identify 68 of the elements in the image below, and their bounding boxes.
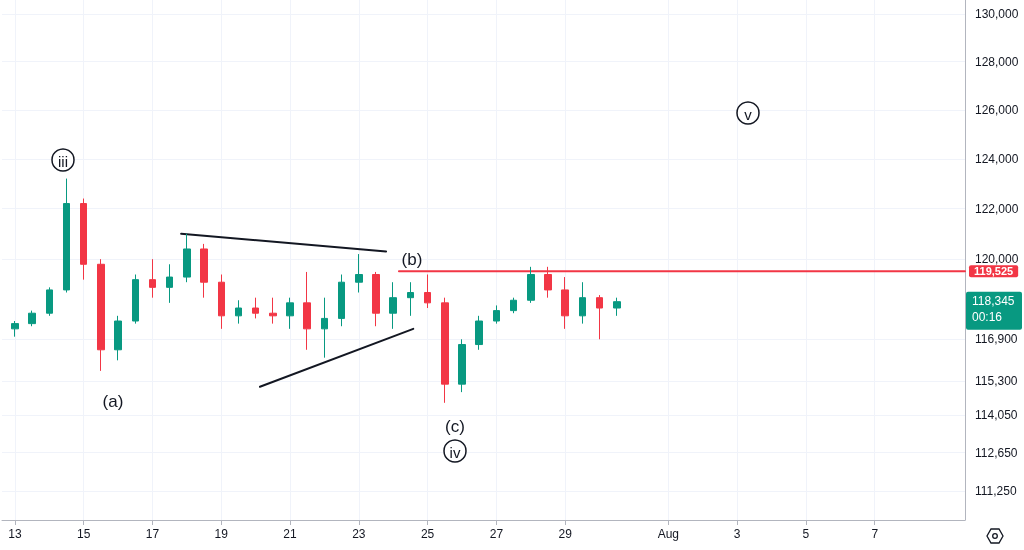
candlestick — [80, 198, 87, 281]
candlestick — [613, 297, 621, 317]
candlestick — [441, 297, 449, 404]
candlestick — [596, 294, 603, 340]
candlestick — [97, 258, 105, 372]
candlestick — [527, 266, 535, 304]
candlestick — [183, 233, 191, 283]
y-tick-label: 128,000 — [975, 54, 1019, 69]
x-tick-label: 3 — [733, 527, 741, 541]
x-tick-label: 15 — [77, 527, 91, 541]
y-tick-label: 114,050 — [975, 407, 1018, 422]
candlestick — [372, 271, 380, 327]
y-tick-label: 115,300 — [975, 374, 1018, 389]
candlestick — [46, 286, 53, 317]
annotation: (c) — [445, 416, 465, 436]
x-tick-label: 7 — [871, 527, 879, 541]
candlestick — [579, 281, 586, 325]
candlestick — [458, 338, 466, 393]
x-tick-label: 5 — [802, 527, 810, 541]
y-tick-label: 116,900 — [975, 332, 1018, 347]
candlestick — [63, 178, 70, 294]
annotation: (b) — [401, 249, 423, 269]
y-tick-label: 120,000 — [975, 252, 1019, 267]
y-tick-label: 126,000 — [975, 102, 1019, 117]
data-label: 119,525 — [974, 265, 1014, 278]
candlestick — [493, 304, 500, 325]
candlestick — [389, 281, 397, 330]
y-tick-label: 130,000 — [975, 7, 1019, 22]
candlestick — [11, 320, 19, 338]
y-tick-label: 111,250 — [975, 483, 1017, 498]
candlestick — [338, 274, 345, 327]
candlestick — [561, 276, 569, 330]
candlestick — [355, 253, 363, 294]
text: 00:16 — [972, 309, 1003, 324]
annotation: v — [744, 105, 753, 123]
candlestick — [166, 263, 173, 304]
x-tick-label: 27 — [489, 527, 504, 541]
candlestick — [475, 315, 483, 351]
candlestick — [510, 297, 517, 314]
x-tick-label: 21 — [283, 527, 298, 541]
candlestick — [407, 281, 414, 317]
candlestick — [149, 258, 156, 299]
x-tick-label: 19 — [214, 527, 229, 541]
x-tick-label: 23 — [352, 527, 366, 541]
y-tick-label: 122,000 — [975, 201, 1019, 216]
x-tick-label: 13 — [8, 527, 22, 541]
y-tick-label: 112,650 — [975, 445, 1018, 460]
candlestick — [218, 274, 225, 330]
y-tick-label: 124,000 — [975, 151, 1019, 166]
x-tick-label: 25 — [420, 527, 435, 541]
candlestick — [424, 274, 431, 309]
text: 118,345 — [972, 293, 1015, 308]
candlestick — [286, 297, 294, 330]
x-tick-label: Aug — [657, 527, 680, 541]
candlestick — [235, 299, 242, 325]
x-tick-label: 17 — [145, 527, 160, 541]
x-tick-label: 29 — [558, 527, 573, 541]
candlestick — [321, 297, 328, 359]
candlestick — [28, 310, 36, 327]
candlestick — [114, 315, 122, 361]
annotation: iii — [58, 152, 68, 170]
candlestick — [200, 243, 208, 299]
annotation: (a) — [102, 391, 124, 411]
candlestick — [132, 274, 139, 325]
candlestick — [303, 271, 311, 351]
candlestick — [252, 297, 259, 319]
candlestick — [269, 297, 277, 325]
annotation: iv — [449, 443, 461, 461]
